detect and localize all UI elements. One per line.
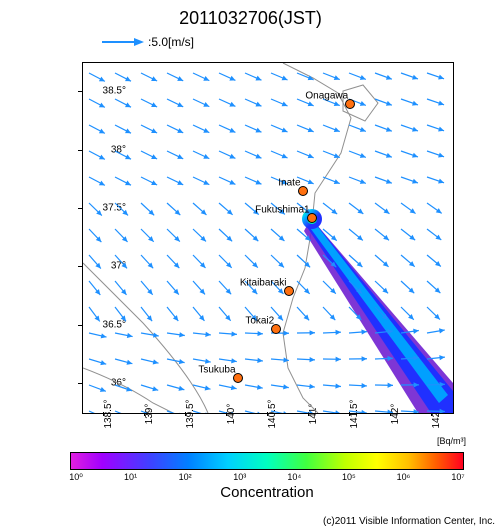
station-label: Inate <box>278 178 300 189</box>
colorbar-tick-label: 10⁴ <box>287 472 301 482</box>
colorbar-tick-label: 10⁷ <box>451 472 464 482</box>
station-label: Onagawa <box>305 90 348 101</box>
chart-title: 2011032706(JST) <box>0 0 501 31</box>
station-label: Kitaibaraki <box>240 277 287 288</box>
colorbar-unit: [Bq/m³] <box>437 436 466 446</box>
colorbar-title: Concentration <box>70 484 464 501</box>
station-label: Fukushima1 <box>255 205 309 216</box>
legend-arrow-icon <box>100 36 144 48</box>
map-chart: Onagawa Inate Fukushima1 Kitaibaraki Tokai2 T… <box>82 62 454 414</box>
station-label: Tokai2 <box>245 316 274 327</box>
wind-scale-label: :5.0[m/s] <box>148 35 194 49</box>
colorbar-gradient <box>70 452 464 470</box>
colorbar-tick-label: 10³ <box>233 472 246 482</box>
colorbar-tick-label: 10⁰ <box>69 472 83 483</box>
colorbar: [Bq/m³] 10⁰10¹10²10³10⁴10⁵10⁶10⁷ Concent… <box>70 452 464 501</box>
wind-arrows <box>83 63 453 413</box>
station-label: Tsukuba <box>198 365 235 376</box>
colorbar-ticks: 10⁰ 10¹ 10² 10³ 10⁴ 10⁵ 10⁶ 10⁷ <box>70 470 464 484</box>
colorbar-tick-label: 10¹ <box>124 472 137 482</box>
colorbar-tick-label: 10² <box>179 472 192 482</box>
colorbar-tick-label: 10⁶ <box>397 472 411 482</box>
colorbar-tick-label: 10⁵ <box>342 472 356 482</box>
wind-scale-legend: :5.0[m/s] <box>100 35 194 49</box>
copyright-text: (c)2011 Visible Information Center, Inc. <box>323 516 495 527</box>
